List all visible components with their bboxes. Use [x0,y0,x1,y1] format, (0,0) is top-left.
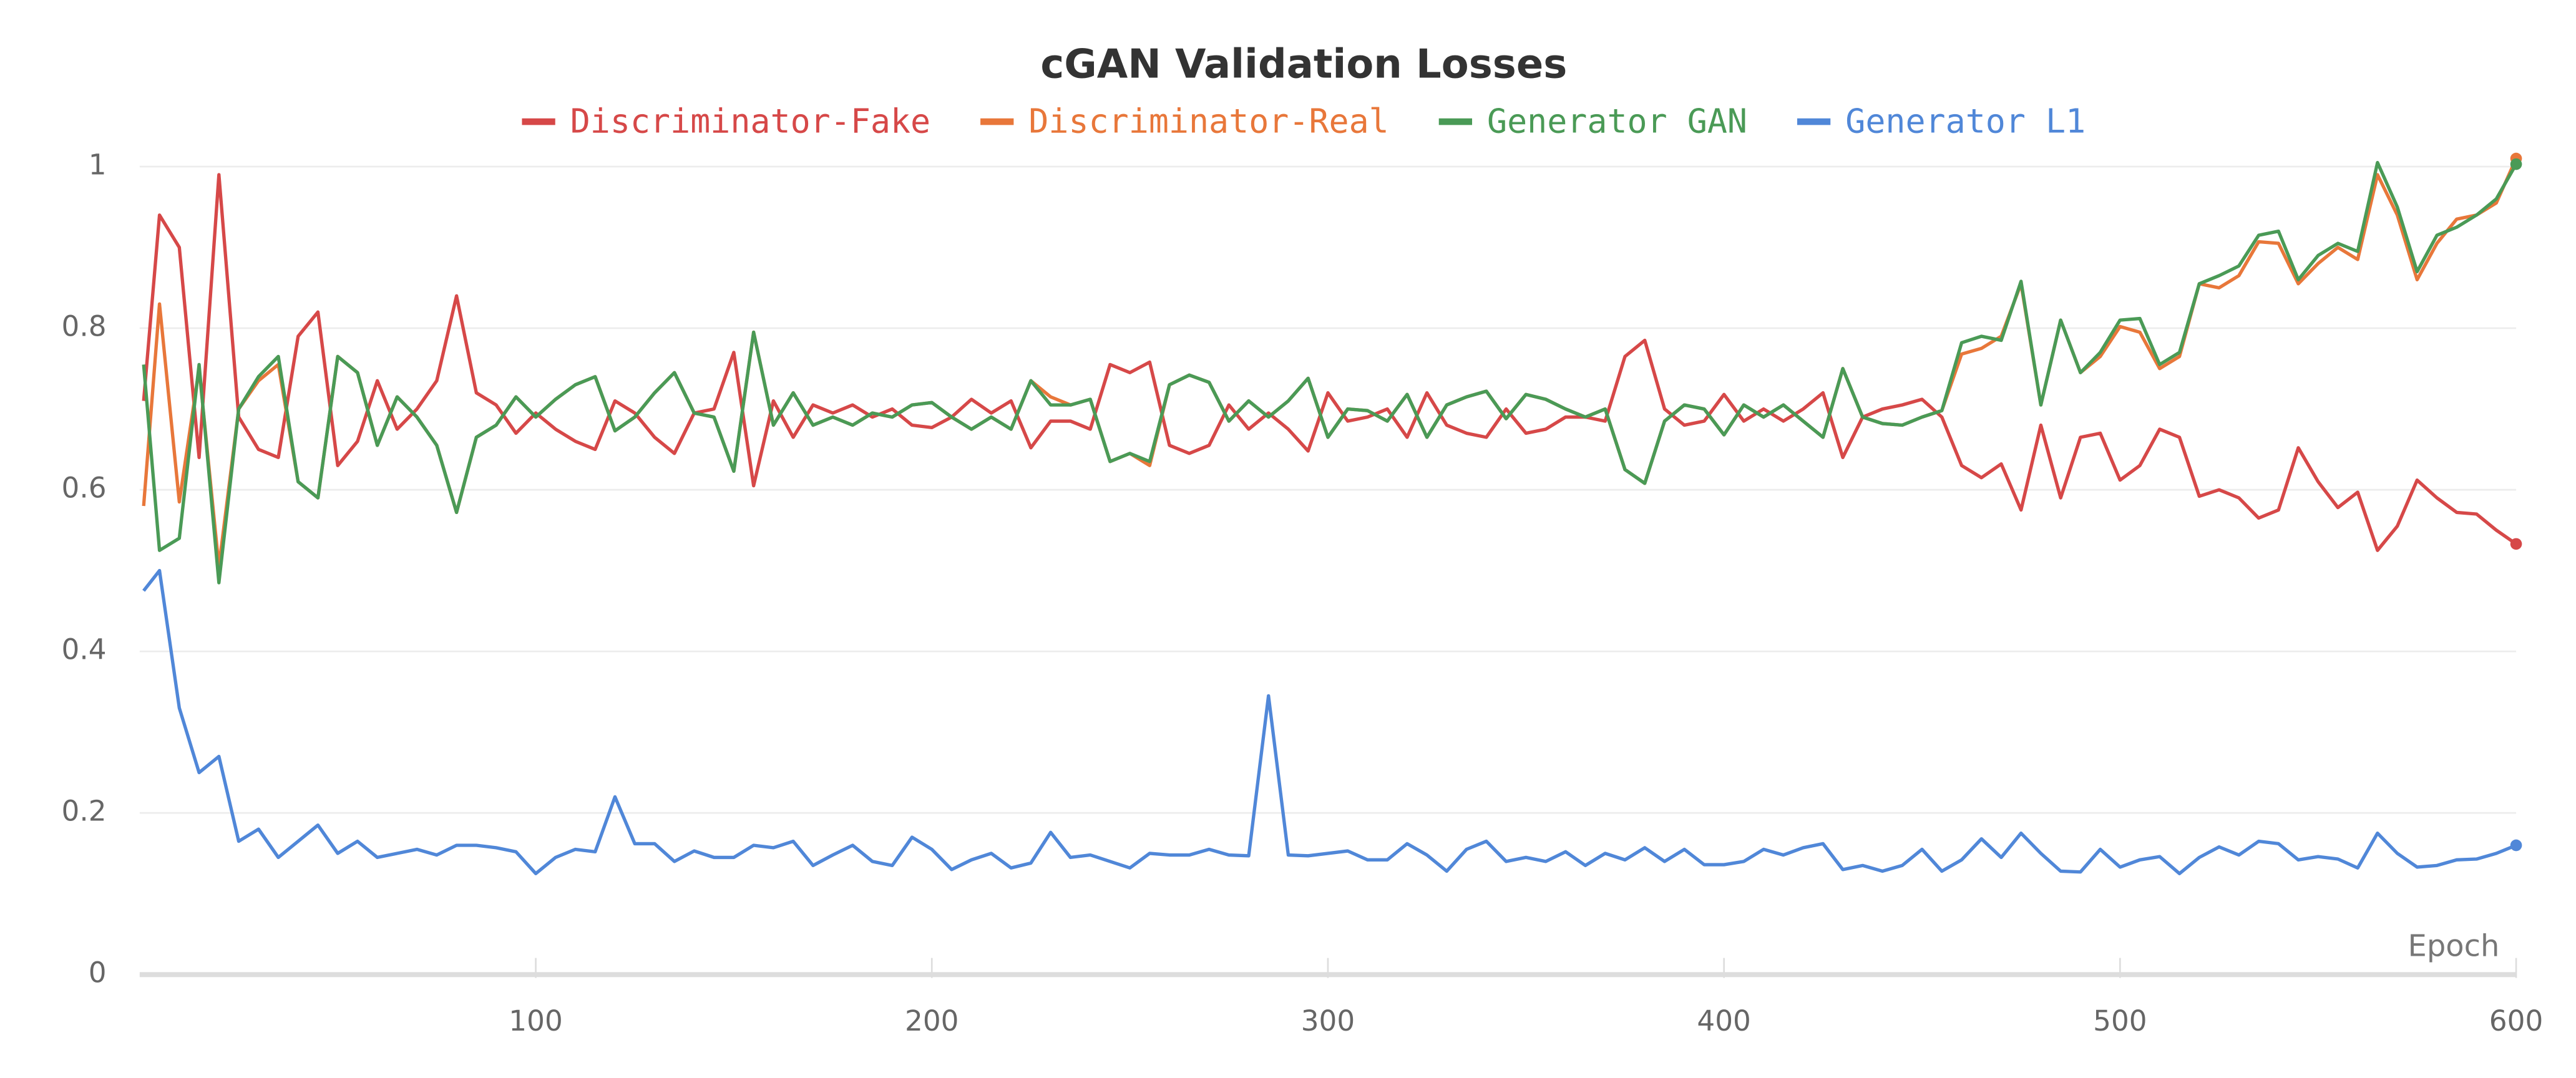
end-point [2510,839,2522,852]
series-line [142,160,2518,585]
chart-title: cGAN Validation Losses [1040,42,1567,88]
end-point [2510,158,2522,170]
legend-label: Discriminator-Real [1028,102,1388,140]
end-point [2510,538,2522,550]
x-tick-label: 400 [1697,1004,1750,1037]
y-tick-label: 0.6 [62,472,107,505]
legend-label: Generator GAN [1487,102,1747,140]
y-tick-label: 0.2 [62,795,107,828]
series-line [142,173,2517,552]
legend: Discriminator-Fake Discriminator-Real Gene… [522,102,2086,140]
x-tick-label: 600 [2489,1004,2543,1037]
legend-label: Discriminator-Fake [570,102,930,140]
x-tick-label: 100 [509,1004,562,1037]
x-axis-title: Epoch [2408,929,2500,964]
y-tick-label: 0 [89,956,107,989]
legend-label: Generator L1 [1845,102,2086,140]
series-line [142,568,2517,875]
y-tick-label: 1 [89,148,107,182]
x-tick-label: 200 [905,1004,959,1037]
y-tick-label: 0.8 [62,310,107,343]
x-tick-label: 300 [1301,1004,1355,1037]
y-tick-label: 0.4 [62,633,107,666]
x-tick-label: 500 [2093,1004,2147,1037]
